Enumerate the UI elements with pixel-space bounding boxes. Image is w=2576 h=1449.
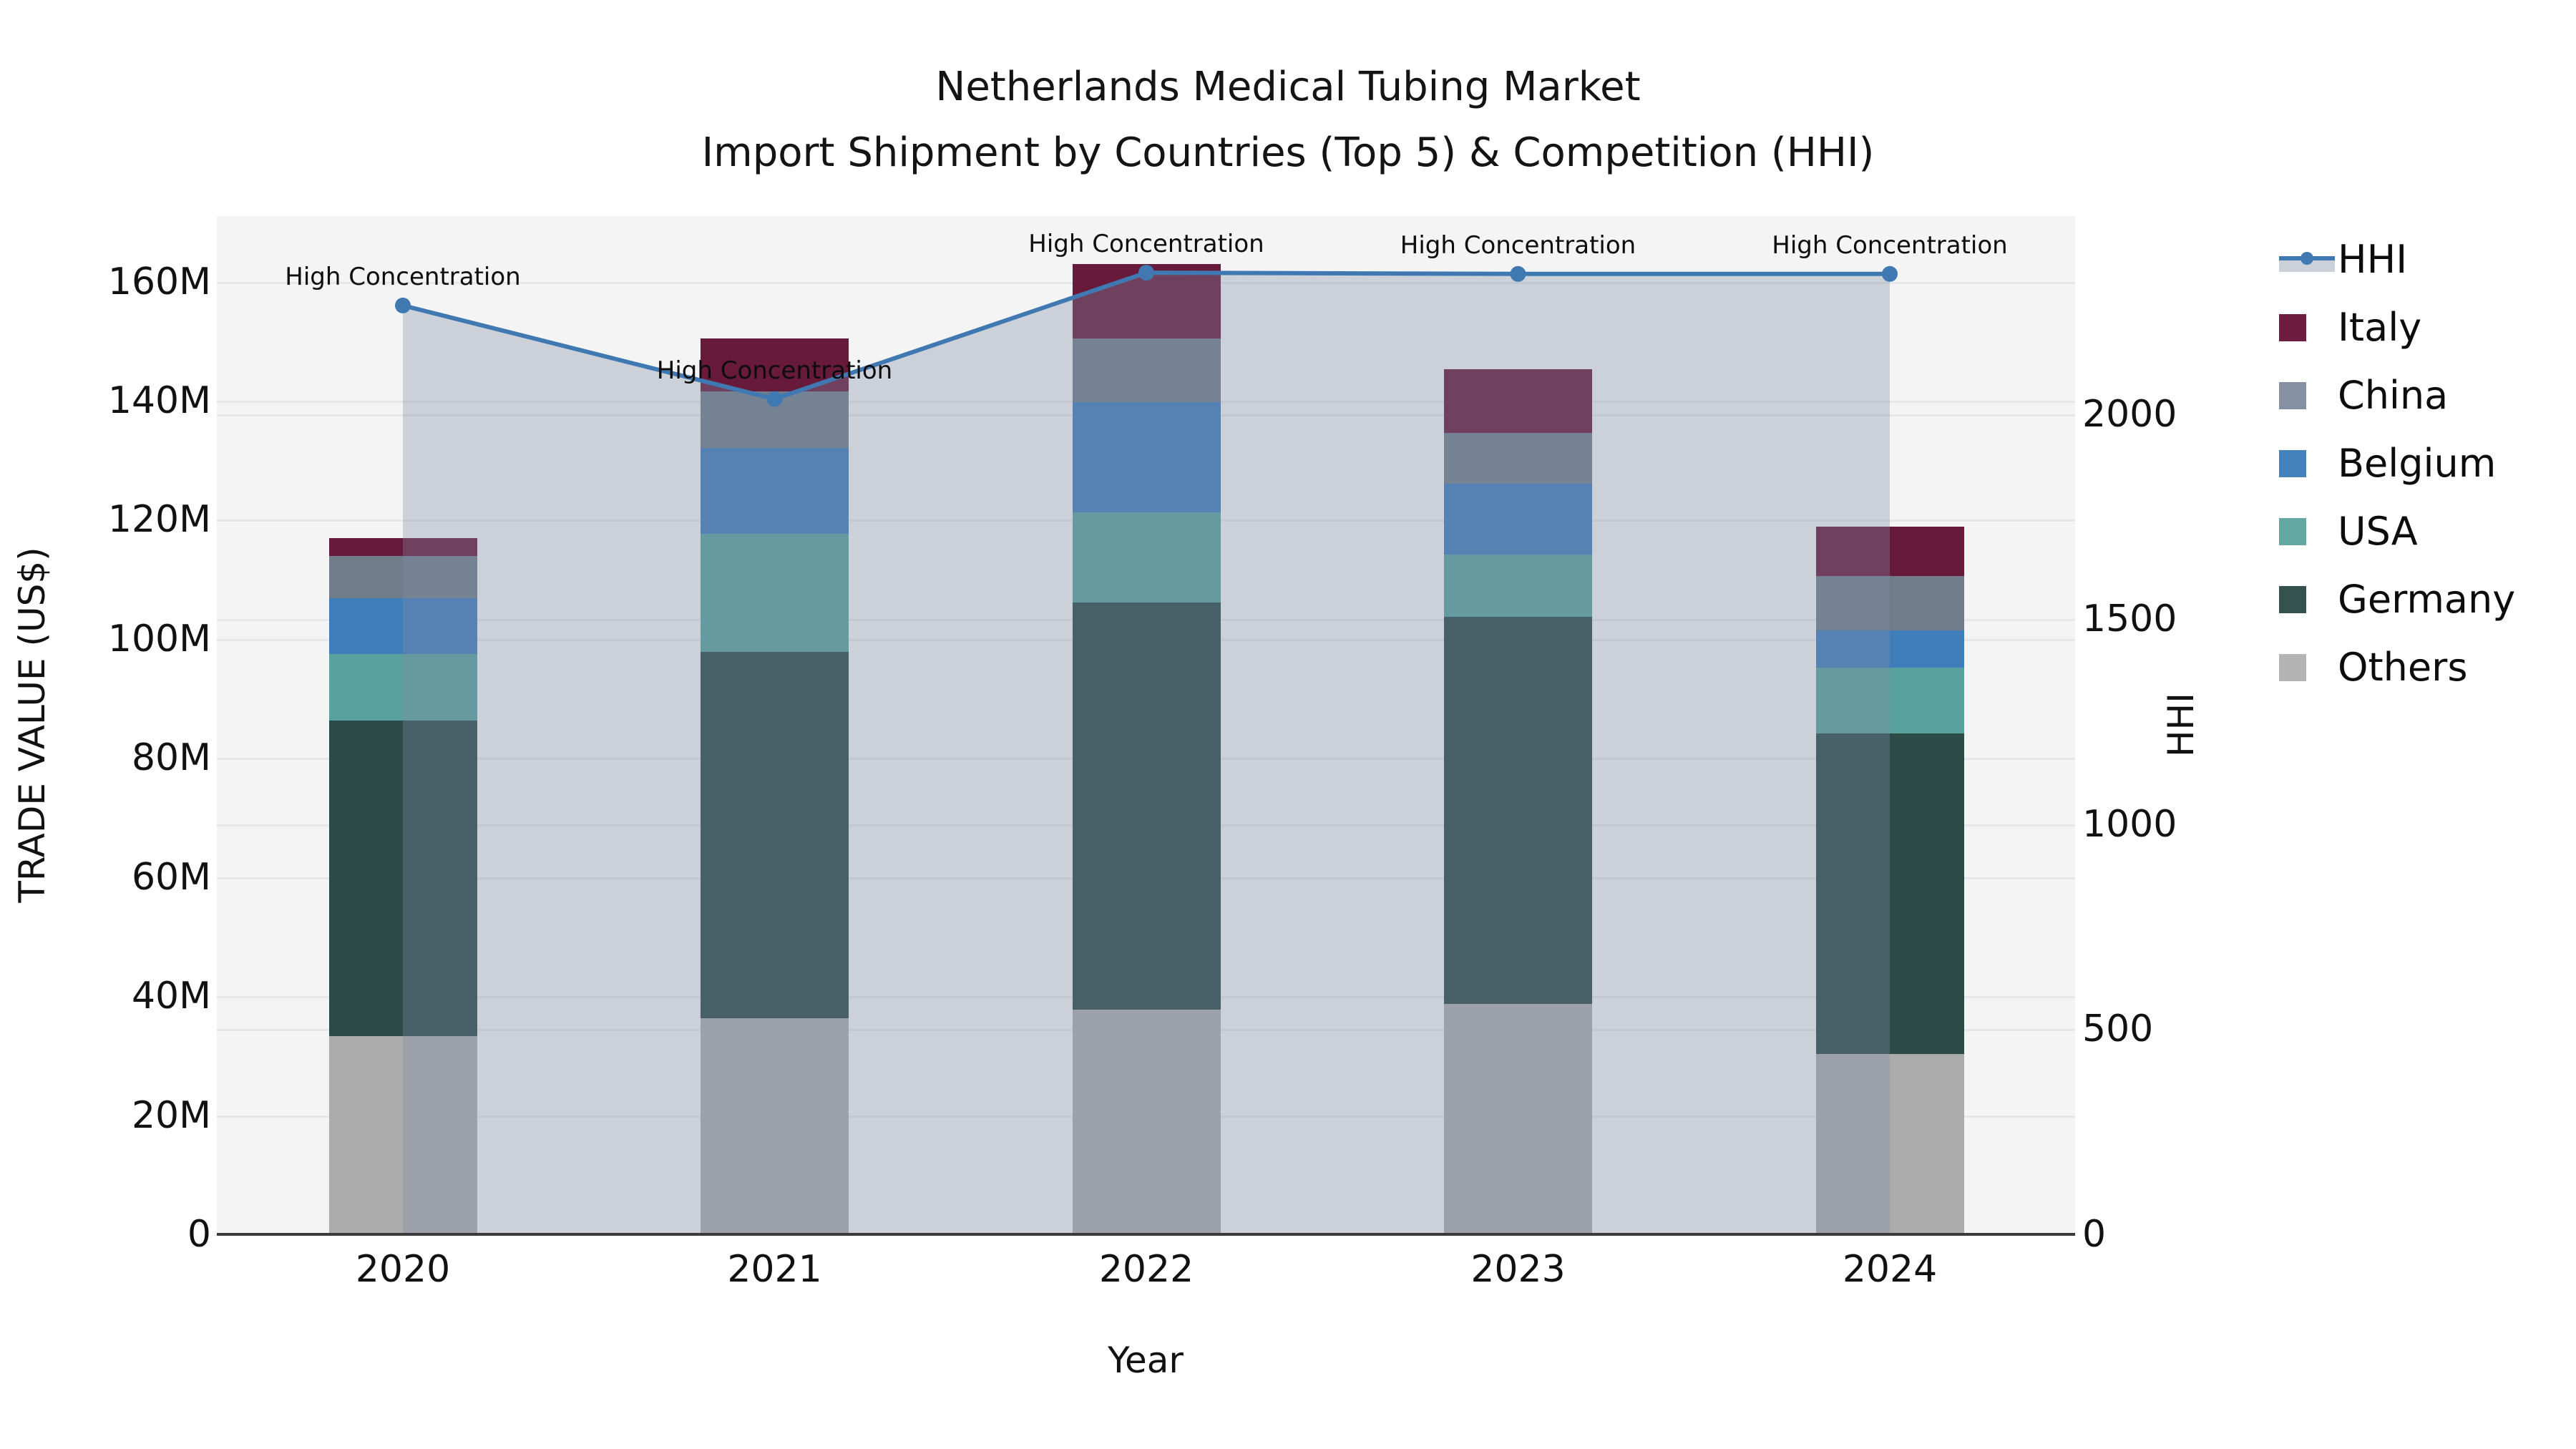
legend-label-italy: Italy — [2338, 305, 2422, 350]
legend-label-germany: Germany — [2338, 577, 2516, 622]
y-right-tick-0: 0 — [2082, 1213, 2107, 1256]
y-left-tick-140M: 140M — [107, 379, 211, 422]
bar-segment-others-2023 — [1444, 1003, 1592, 1234]
y-left-tick-20M: 20M — [131, 1093, 211, 1137]
bar-segment-belgium-2023 — [1444, 484, 1592, 555]
bar-segment-usa-2023 — [1444, 554, 1592, 618]
bar-segment-italy-2023 — [1444, 369, 1592, 433]
y-left-tick-0: 0 — [187, 1213, 211, 1256]
bar-segment-others-2024 — [1815, 1053, 1964, 1234]
legend-label-others: Others — [2338, 645, 2468, 690]
hhi-marker-2023 — [1510, 265, 1526, 282]
hhi-area-fill — [403, 273, 1890, 1235]
bar-segment-others-2021 — [701, 1018, 849, 1234]
hhi-marker-2020 — [395, 297, 411, 313]
legend-swatch-germany — [2279, 585, 2306, 613]
chart-title-line2: Import Shipment by Countries (Top 5) & C… — [701, 130, 1875, 176]
bar-segment-usa-2024 — [1815, 667, 1964, 734]
annotation-high-concentration-2020: High Concentration — [285, 262, 521, 291]
annotation-high-concentration-2021: High Concentration — [656, 356, 893, 385]
hhi-marker-swatch — [2301, 251, 2313, 265]
legend-swatch-others — [2279, 653, 2306, 681]
y-left-tick-100M: 100M — [107, 617, 211, 660]
hhi-area-swatch — [2279, 260, 2335, 272]
bar-segment-usa-2021 — [701, 533, 849, 653]
chart-title-line1: Netherlands Medical Tubing Market — [935, 64, 1641, 110]
hhi-marker-2022 — [1138, 265, 1154, 281]
legend-swatch-belgium — [2279, 449, 2306, 477]
y-left-tick-120M: 120M — [107, 498, 211, 542]
y-right-tick-1000: 1000 — [2082, 802, 2177, 846]
x-tick-2020: 2020 — [355, 1248, 451, 1291]
legend-swatch-usa — [2279, 517, 2306, 545]
x-tick-2023: 2023 — [1470, 1248, 1566, 1291]
legend-swatch-china — [2279, 381, 2306, 409]
bar-segment-usa-2022 — [1072, 512, 1221, 603]
y-left-tick-160M: 160M — [107, 260, 211, 303]
y-right-tick-1500: 1500 — [2082, 597, 2177, 641]
bar-segment-belgium-2020 — [328, 598, 477, 654]
bar-segment-belgium-2021 — [701, 447, 849, 534]
legend-swatch-italy — [2279, 313, 2306, 341]
x-axis-title: Year — [1108, 1340, 1184, 1381]
legend-item-germany: Germany — [2279, 565, 2515, 633]
hhi-marker-2024 — [1882, 265, 1898, 282]
bar-segment-others-2020 — [328, 1035, 477, 1234]
legend-label-usa: USA — [2338, 509, 2418, 554]
legend: HHI Italy China Belgium USA Germany Others — [2279, 225, 2515, 701]
y-axis-right-title: HHI — [2160, 693, 2202, 757]
bar-segment-germany-2020 — [328, 720, 477, 1036]
legend-item-italy: Italy — [2279, 293, 2515, 361]
bar-segment-china-2022 — [1072, 338, 1221, 402]
bar-segment-germany-2022 — [1072, 602, 1221, 1010]
y-left-tick-60M: 60M — [131, 855, 211, 899]
bar-segment-usa-2020 — [328, 653, 477, 721]
bar-segment-china-2020 — [328, 556, 477, 599]
hhi-line-key-icon — [2279, 246, 2335, 273]
y-left-tick-80M: 80M — [131, 736, 211, 780]
legend-label-belgium: Belgium — [2338, 441, 2497, 486]
bar-segment-germany-2021 — [701, 652, 849, 1018]
bar-segment-italy-2020 — [328, 538, 477, 557]
chart-title: Netherlands Medical Tubing Market Import… — [0, 54, 2576, 186]
y-axis-left-title: TRADE VALUE (US$) — [11, 547, 53, 903]
legend-label-hhi: HHI — [2338, 237, 2408, 282]
annotation-high-concentration-2024: High Concentration — [1772, 230, 2008, 260]
y-right-tick-500: 500 — [2082, 1008, 2154, 1051]
y-left-tick-40M: 40M — [131, 975, 211, 1018]
legend-item-china: China — [2279, 361, 2515, 429]
bar-segment-italy-2024 — [1815, 526, 1964, 577]
bar-segment-china-2023 — [1444, 432, 1592, 484]
bar-segment-belgium-2024 — [1815, 630, 1964, 668]
annotation-high-concentration-2022: High Concentration — [1028, 230, 1264, 259]
hhi-marker-2021 — [766, 391, 783, 407]
bar-segment-belgium-2022 — [1072, 401, 1221, 512]
legend-label-china: China — [2338, 373, 2449, 418]
bar-segment-china-2024 — [1815, 576, 1964, 631]
x-tick-2022: 2022 — [1098, 1248, 1194, 1291]
x-tick-2021: 2021 — [727, 1248, 822, 1291]
legend-item-others: Others — [2279, 633, 2515, 701]
legend-item-usa: USA — [2279, 497, 2515, 565]
bar-segment-germany-2023 — [1444, 617, 1592, 1004]
legend-item-belgium: Belgium — [2279, 429, 2515, 497]
x-tick-2024: 2024 — [1842, 1248, 1938, 1291]
bar-segment-germany-2024 — [1815, 733, 1964, 1054]
x-axis-line — [217, 1233, 2075, 1236]
legend-item-hhi: HHI — [2279, 225, 2515, 293]
bar-segment-others-2022 — [1072, 1010, 1221, 1234]
annotation-high-concentration-2023: High Concentration — [1400, 230, 1636, 260]
y-right-tick-2000: 2000 — [2082, 392, 2177, 436]
